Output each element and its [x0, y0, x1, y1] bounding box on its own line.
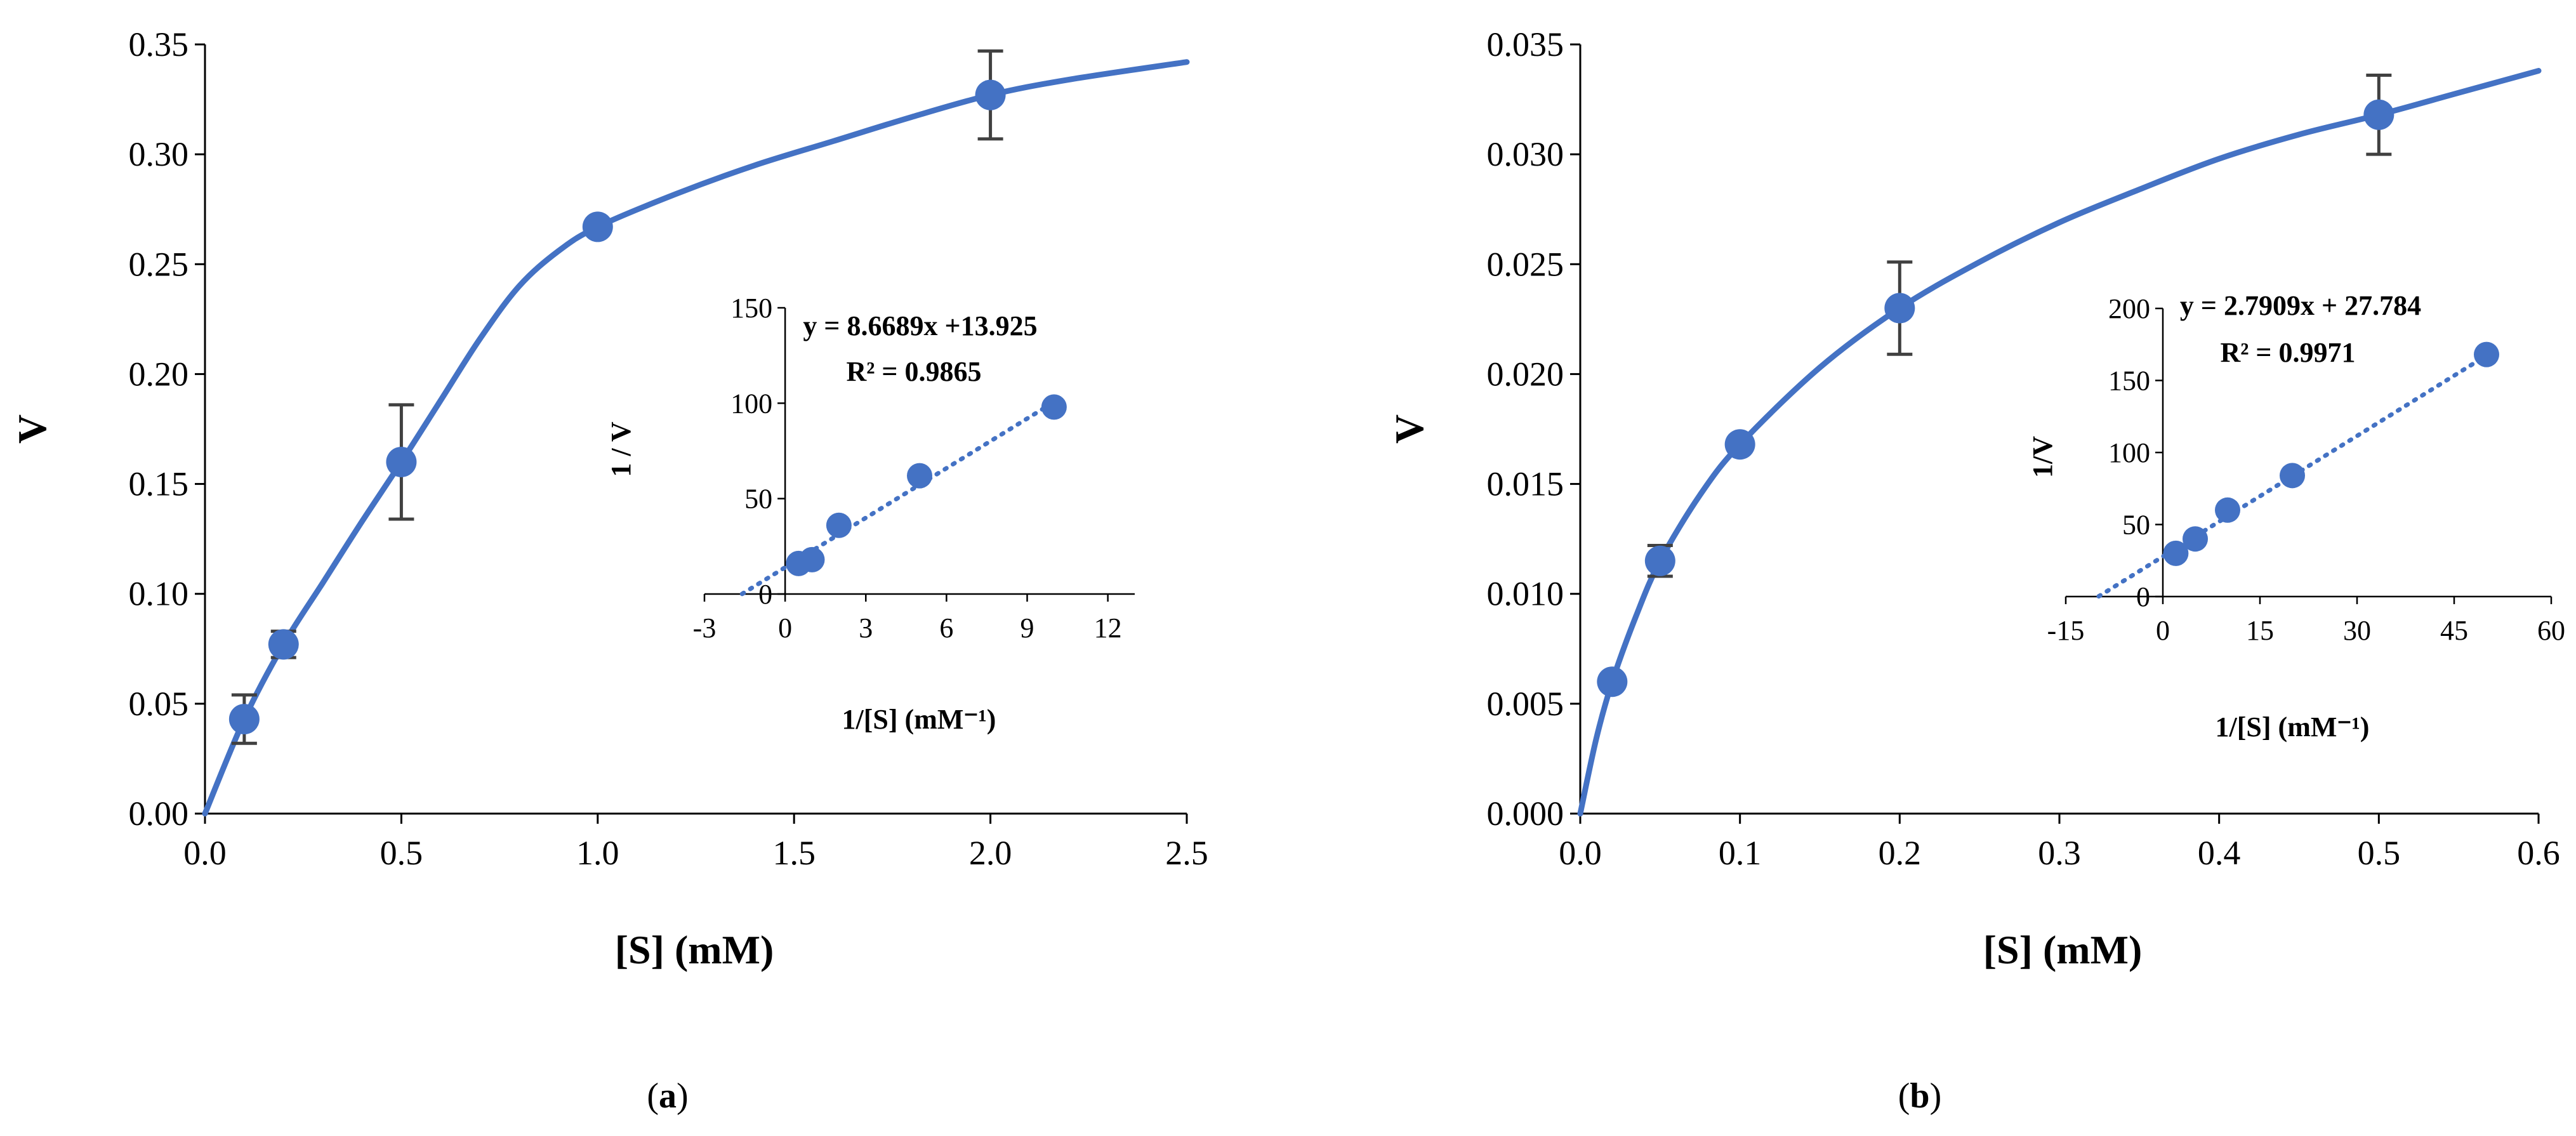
- y-tick-label: 0.005: [1487, 685, 1564, 723]
- trendline-equation: y = 2.7909x + 27.784: [2180, 290, 2421, 321]
- x-tick-label: 0.4: [2198, 834, 2241, 872]
- inset-data-point: [1041, 394, 1067, 420]
- x-axis-title: [S] (mM): [1983, 927, 2143, 972]
- x-axis-title: [S] (mM): [615, 927, 774, 972]
- x-tick-label: 0.5: [2358, 834, 2401, 872]
- inset-x-tick-label: 0: [2156, 615, 2170, 646]
- x-tick-label: 0.1: [1719, 834, 1762, 872]
- inset-y-tick-label: 150: [2108, 366, 2150, 397]
- y-tick-label: 0.15: [129, 465, 189, 503]
- y-axis-title: V: [1387, 414, 1432, 444]
- y-tick-label: 0.000: [1487, 795, 1564, 833]
- data-point: [1644, 545, 1675, 576]
- y-tick-label: 0.25: [129, 245, 189, 283]
- inset-x-tick-label: 15: [2246, 615, 2274, 646]
- y-tick-label: 0.035: [1487, 25, 1564, 63]
- inset-data-point: [2183, 526, 2208, 552]
- x-tick-label: 2.0: [969, 834, 1012, 872]
- inset-y-axis-title: 1 / V: [605, 421, 637, 477]
- inset-x-tick-label: 45: [2440, 615, 2468, 646]
- x-tick-label: 1.5: [772, 834, 816, 872]
- inset-y-tick-label: 150: [730, 293, 772, 324]
- inset-plot-a: 0 50 100 150 -3 0 3 6 9 12 1 / V 1/[S] (mM⁻¹) y = 8.…: [605, 293, 1135, 735]
- inset-y-tick-label: 50: [744, 484, 772, 515]
- x-tick-label: 1.0: [576, 834, 619, 872]
- inset-x-tick-label: 0: [778, 612, 792, 644]
- y-tick-label: 0.020: [1487, 355, 1564, 393]
- inset-x-tick-label: -3: [693, 612, 717, 644]
- y-tick-label: 0.20: [129, 355, 189, 393]
- trendline-r-squared: R² = 0.9865: [846, 356, 981, 387]
- chart-panel-a: 0.00 0.05 0.10 0.15 0.20 0.25 0.30 0.35 0.0 0.5 1.…: [10, 25, 1208, 1116]
- y-tick-label: 0.10: [129, 575, 189, 613]
- data-point: [1884, 293, 1915, 324]
- inset-x-tick-label: -15: [2047, 615, 2085, 646]
- trendline-r-squared: R² = 0.9971: [2220, 337, 2355, 368]
- inset-x-tick-label: 60: [2537, 615, 2565, 646]
- inset-x-tick-label: 6: [939, 612, 953, 644]
- inset-y-tick-label: 100: [2108, 437, 2150, 468]
- inset-x-tick-label: 30: [2343, 615, 2371, 646]
- panel-label: (b): [1898, 1076, 1941, 1116]
- inset-y-tick-label: 50: [2122, 510, 2150, 541]
- inset-y-axis-title: 1/V: [2027, 436, 2058, 478]
- x-tick-label: 0.0: [1559, 834, 1602, 872]
- inset-y-tick-label: 0: [2136, 581, 2150, 612]
- panel-label-letter: b: [1910, 1076, 1929, 1116]
- data-point: [386, 446, 417, 477]
- x-tick-label: 0.2: [1879, 834, 1922, 872]
- x-tick-label: 0.3: [2038, 834, 2081, 872]
- y-tick-label: 0.015: [1487, 465, 1564, 503]
- y-tick-label: 0.05: [129, 685, 189, 723]
- inset-plot-b: 0 50 100 150 200 -15 0 15 30 45 60 1/V 1/[S] (mM⁻¹) y…: [2027, 290, 2565, 743]
- data-point: [268, 629, 299, 660]
- inset-x-tick-label: 9: [1020, 612, 1034, 644]
- inset-y-tick-label: 200: [2108, 293, 2150, 324]
- x-tick-label: 0.0: [183, 834, 227, 872]
- data-point: [975, 79, 1006, 110]
- data-point: [228, 704, 260, 735]
- panel-label-open-paren: (: [1898, 1076, 1910, 1116]
- inset-x-tick-label: 12: [1094, 612, 1122, 644]
- y-tick-label: 0.00: [129, 795, 189, 833]
- inset-y-tick-label: 100: [730, 388, 772, 419]
- data-point: [582, 211, 613, 242]
- panel-label: (a): [647, 1076, 688, 1116]
- panel-label-open-paren: (: [647, 1076, 659, 1116]
- panel-label-letter: a: [659, 1076, 677, 1116]
- inset-x-tick-label: 3: [859, 612, 873, 644]
- y-tick-label: 0.35: [129, 25, 189, 63]
- inset-y-tick-label: 0: [758, 579, 772, 610]
- inset-x-axis-title: 1/[S] (mM⁻¹): [2216, 711, 2370, 743]
- fitted-curve: [202, 59, 1190, 817]
- inset-data-point: [2474, 341, 2499, 367]
- y-tick-label: 0.030: [1487, 135, 1564, 173]
- x-tick-label: 2.5: [1165, 834, 1208, 872]
- inset-data-point: [2280, 463, 2305, 489]
- inset-x-axis-title: 1/[S] (mM⁻¹): [842, 704, 996, 735]
- chart-panel-b: 0.0000.0050.0100.0150.0200.0250.0300.035…: [1387, 25, 2565, 1116]
- inset-data-point: [826, 512, 852, 538]
- data-point: [1724, 429, 1755, 460]
- data-point: [1597, 666, 1628, 697]
- inset-data-point: [2163, 540, 2189, 566]
- y-tick-label: 0.30: [129, 135, 189, 173]
- x-tick-label: 0.6: [2517, 834, 2560, 872]
- y-tick-label: 0.025: [1487, 245, 1564, 283]
- inset-data-point: [907, 463, 932, 489]
- x-tick-label: 0.5: [380, 834, 423, 872]
- trendline-equation: y = 8.6689x +13.925: [803, 310, 1037, 341]
- y-axis-title: V: [10, 414, 55, 444]
- panel-label-close-paren: ): [1930, 1076, 1942, 1116]
- panel-label-close-paren: ): [677, 1076, 689, 1116]
- inset-data-point: [2215, 497, 2240, 523]
- data-point: [2363, 99, 2394, 130]
- inset-data-point: [799, 546, 825, 572]
- y-tick-label: 0.010: [1487, 575, 1564, 613]
